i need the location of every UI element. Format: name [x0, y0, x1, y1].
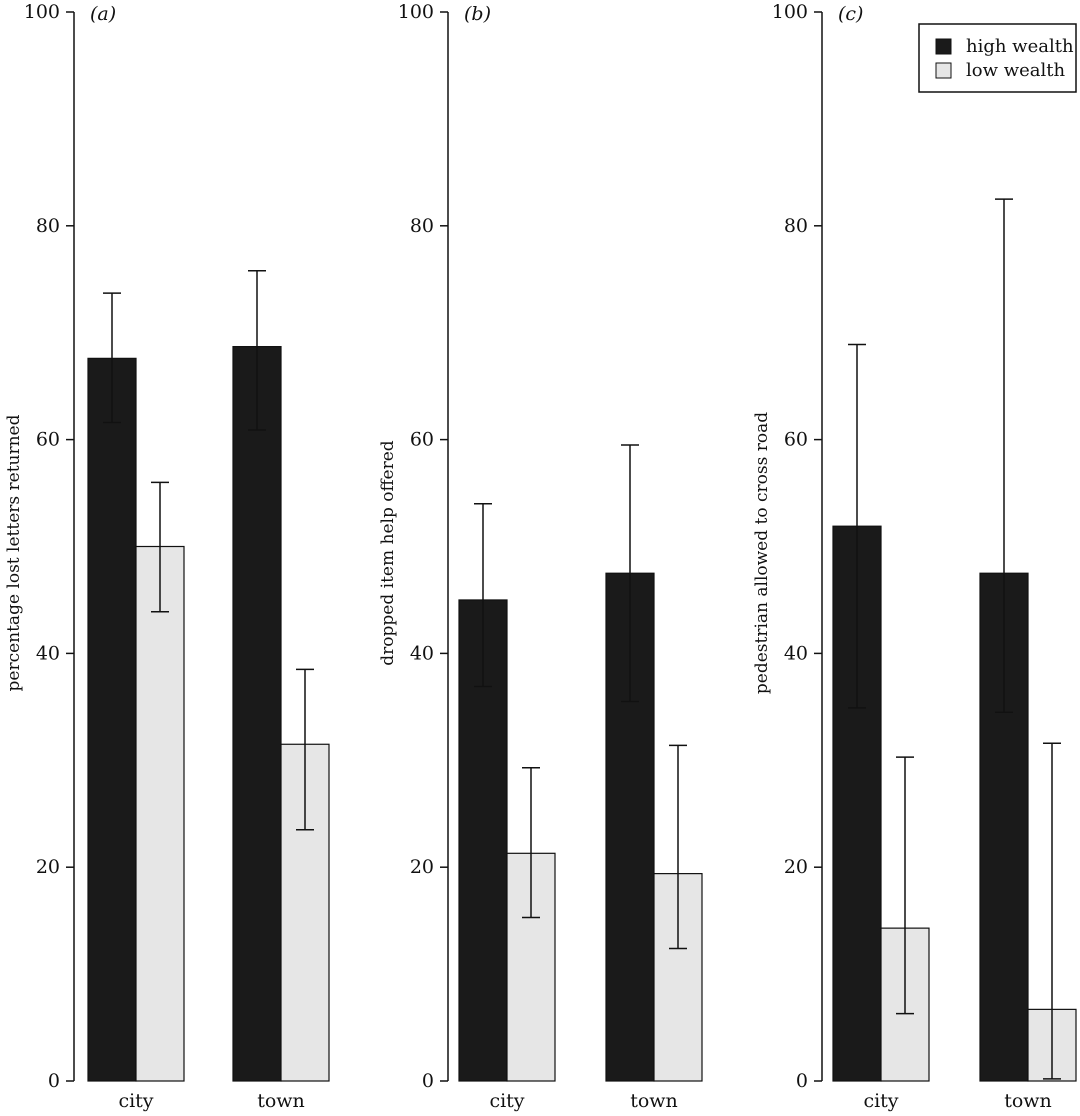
panel-3-y-axis-title: pedestrian allowed to cross road — [752, 412, 772, 694]
panel-3-y-tick-label: 40 — [784, 642, 808, 664]
panel-2-label: (b) — [464, 3, 491, 25]
panel-2-category-label: city — [489, 1090, 524, 1112]
panel-1-label: (a) — [90, 3, 116, 25]
panel-1-bar-city-high — [87, 357, 137, 1082]
panel-1-category-label: town — [257, 1090, 305, 1112]
panel-3-category-label: city — [863, 1090, 898, 1112]
panel-1-y-tick-label: 40 — [36, 642, 60, 664]
panel-1-y-axis-title: percentage lost letters returned — [4, 414, 24, 691]
panel-3-category-label: town — [1004, 1090, 1052, 1112]
panel-3-y-tick-label: 100 — [772, 1, 808, 23]
panel-1-y-tick-label: 100 — [24, 1, 60, 23]
panel-1-y-tick-label: 0 — [48, 1070, 60, 1092]
panel-2-category-label: town — [630, 1090, 678, 1112]
panel-3-label: (c) — [838, 3, 863, 25]
panel-2-y-tick-label: 20 — [410, 856, 434, 878]
panel-1-bar-town-high — [232, 345, 282, 1082]
panel-3-y-tick-label: 0 — [796, 1070, 808, 1092]
legend-swatch-low-wealth — [935, 62, 952, 79]
legend-label-low-wealth: low wealth — [966, 60, 1066, 81]
legend-box — [918, 23, 1077, 93]
panel-2-y-tick-label: 40 — [410, 642, 434, 664]
panel-3-y-tick-label: 60 — [784, 429, 808, 451]
panel-1-category-label: city — [118, 1090, 153, 1112]
panel-2-y-axis-title: dropped item help offered — [378, 440, 398, 666]
legend-label-high-wealth: high wealth — [966, 36, 1074, 57]
panel-2-y-tick-label: 0 — [422, 1070, 434, 1092]
panel-1-bar-city-low — [135, 545, 185, 1082]
panel-1-y-tick-label: 60 — [36, 429, 60, 451]
legend-swatch-high-wealth — [935, 38, 952, 55]
panel-2-y-tick-label: 60 — [410, 429, 434, 451]
panel-3-y-tick-label: 80 — [784, 215, 808, 237]
panel-3-y-tick-label: 20 — [784, 856, 808, 878]
panel-1-y-tick-label: 80 — [36, 215, 60, 237]
panel-2-y-tick-label: 100 — [398, 1, 434, 23]
panel-2-y-tick-label: 80 — [410, 215, 434, 237]
panel-1-y-tick-label: 20 — [36, 856, 60, 878]
